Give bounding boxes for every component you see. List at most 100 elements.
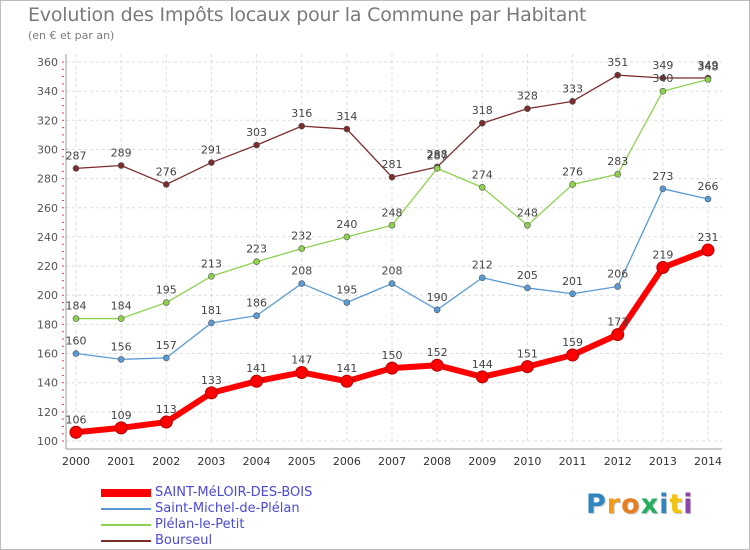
data-point <box>433 165 441 172</box>
proxiti-logo: Proxiti <box>586 489 694 520</box>
data-label: 287 <box>66 149 87 162</box>
data-label: 219 <box>652 249 673 262</box>
data-point <box>162 299 170 306</box>
data-label: 147 <box>291 353 312 366</box>
data-label: 160 <box>66 335 87 348</box>
x-tick-label: 2005 <box>288 455 316 468</box>
data-label: 348 <box>698 60 719 73</box>
data-point <box>704 195 712 203</box>
x-tick-label: 2012 <box>604 455 632 468</box>
series-4 <box>72 71 712 188</box>
data-point <box>295 365 309 379</box>
y-tick-label: 260 <box>37 202 58 215</box>
y-tick-label: 320 <box>37 114 58 127</box>
data-label: 133 <box>201 374 222 387</box>
data-point <box>524 284 531 292</box>
logo-letter: i <box>659 489 670 520</box>
data-point <box>478 274 486 282</box>
data-label: 274 <box>472 168 493 181</box>
series-3 <box>72 76 712 322</box>
legend-label: SAINT-MéLOIR-DES-BOIS <box>155 485 313 500</box>
data-label: 186 <box>246 297 267 310</box>
data-point <box>117 315 125 322</box>
logo-letter: i <box>683 489 694 520</box>
data-labels: 106 109 113 133 141 147 141 150 152 144 151 159 173 2… <box>66 56 719 426</box>
logo-letter: o <box>621 489 641 520</box>
data-label: 205 <box>517 269 538 282</box>
data-label: 349 <box>652 59 673 72</box>
data-label: 328 <box>517 90 538 103</box>
data-label: 206 <box>607 267 628 280</box>
data-label: 232 <box>291 230 312 243</box>
data-label: 195 <box>336 284 357 297</box>
data-label: 184 <box>66 300 87 313</box>
x-tick-label: 2013 <box>649 455 677 468</box>
data-label: 351 <box>607 56 628 69</box>
y-tick-label: 240 <box>37 231 58 244</box>
data-point <box>704 76 712 83</box>
series-1 <box>69 243 715 439</box>
legend-label: Saint-Michel-de-Plélan <box>155 501 300 516</box>
y-tick-label: 280 <box>37 173 58 186</box>
data-point <box>520 360 534 374</box>
data-label: 212 <box>472 259 493 272</box>
y-tick-label: 180 <box>37 318 58 331</box>
data-point <box>385 361 399 375</box>
data-label: 318 <box>472 104 493 117</box>
data-label: 201 <box>562 275 583 288</box>
plot-area <box>66 54 722 441</box>
series-2 <box>72 185 712 363</box>
logo-letter: t <box>669 489 684 520</box>
y-tick-label: 300 <box>37 143 58 156</box>
data-label: 190 <box>427 291 448 304</box>
data-point <box>72 315 80 322</box>
logo-letter: x <box>640 489 660 520</box>
x-tick-label: 2002 <box>152 455 180 468</box>
data-label: 223 <box>246 243 267 256</box>
data-label: 266 <box>698 180 719 193</box>
data-point <box>208 319 215 327</box>
y-tick-label: 160 <box>37 348 58 361</box>
data-point <box>659 87 667 95</box>
x-tick-label: 2003 <box>197 455 225 468</box>
data-point <box>614 170 622 178</box>
data-point <box>162 354 170 362</box>
legend-label: Plélan-le-Petit <box>155 517 245 532</box>
data-point <box>475 370 489 384</box>
y-tick-label: 120 <box>37 406 58 419</box>
data-label: 291 <box>201 144 222 157</box>
data-point <box>72 350 80 357</box>
x-tick-label: 2000 <box>62 455 90 468</box>
y-tick-label: 200 <box>37 289 58 302</box>
data-label: 248 <box>382 206 403 219</box>
data-point <box>159 415 173 429</box>
data-point <box>524 221 531 229</box>
data-label: 195 <box>156 284 177 297</box>
data-point <box>524 105 531 112</box>
axes: 1001201401601802002202402602803003203403… <box>37 54 722 468</box>
data-label: 288 <box>427 148 448 161</box>
chart-subtitle: (en € et par an) <box>28 29 115 42</box>
y-tick-label: 100 <box>37 435 58 448</box>
data-point <box>208 159 215 166</box>
y-tick-label: 360 <box>37 56 58 69</box>
logo-letter: P <box>586 489 607 520</box>
data-point <box>388 280 396 287</box>
data-label: 181 <box>201 304 222 317</box>
data-label: 144 <box>472 358 493 371</box>
data-label: 156 <box>111 340 132 353</box>
y-tick-label: 340 <box>37 85 58 98</box>
data-point <box>117 162 125 169</box>
data-label: 340 <box>652 72 673 85</box>
data-label: 109 <box>111 409 132 422</box>
data-point <box>343 233 351 241</box>
chart-title: Evolution des Impôts locaux pour la Comm… <box>28 4 587 26</box>
legend-swatch <box>101 508 151 510</box>
data-label: 283 <box>607 155 628 168</box>
data-label: 273 <box>652 170 673 183</box>
logo-letter: r <box>606 489 622 520</box>
x-tick-label: 2014 <box>694 455 722 468</box>
data-label: 213 <box>201 257 222 270</box>
data-label: 106 <box>66 413 87 426</box>
x-tick-label: 2008 <box>423 455 451 468</box>
